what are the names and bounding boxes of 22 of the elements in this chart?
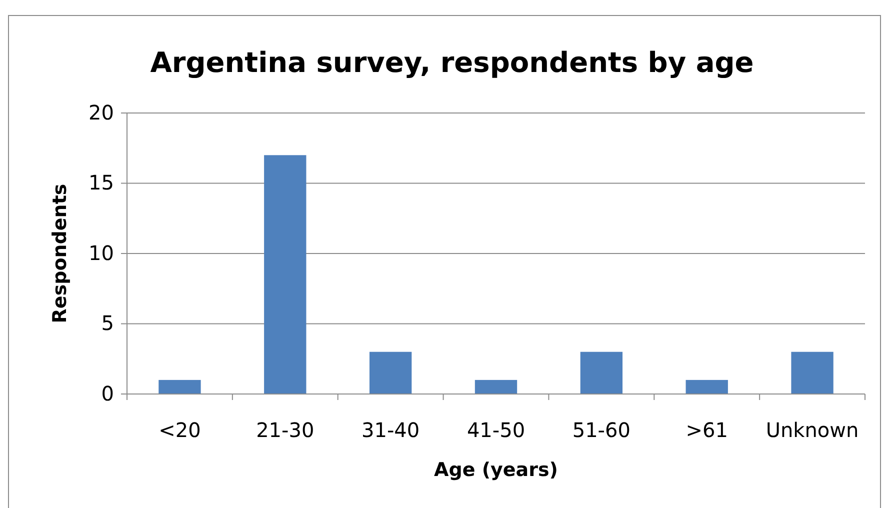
bar [580, 352, 623, 394]
x-tick-label: 31-40 [362, 418, 420, 442]
x-tick-label: Unknown [766, 418, 859, 442]
x-tick-label: 21-30 [256, 418, 314, 442]
y-tick-label: 0 [101, 381, 114, 406]
bar [369, 352, 412, 394]
bar [158, 380, 201, 394]
y-tick-label: 10 [88, 240, 114, 265]
y-tick-label: 5 [101, 311, 114, 336]
chart-title: Argentina survey, respondents by age [150, 46, 754, 79]
x-axis-title: Age (years) [434, 459, 558, 481]
y-tick-label: 20 [88, 100, 114, 124]
x-tick-label: 41-50 [466, 418, 526, 442]
x-tick-label: >61 [686, 418, 728, 442]
bar [686, 380, 728, 394]
bar [791, 352, 834, 394]
x-tick-label: 51-60 [572, 418, 630, 442]
y-axis-title: Respondents [49, 184, 71, 324]
bar [264, 155, 306, 394]
y-tick-label: 15 [88, 170, 114, 195]
x-tick-label: <20 [158, 418, 201, 442]
bar [474, 380, 518, 394]
